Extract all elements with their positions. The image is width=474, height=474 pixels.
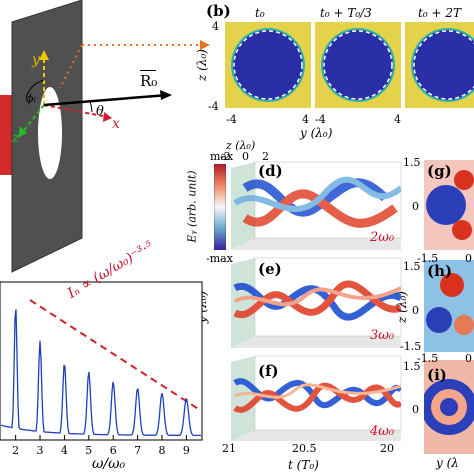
panel-d-top-tick-2: 0 xyxy=(242,150,249,163)
colorbar xyxy=(214,164,226,250)
panel-d-harmonic: 2ω₀ xyxy=(370,230,395,245)
x-tick-label-3: 3 xyxy=(37,444,44,457)
colorbar-min: -max xyxy=(206,252,233,265)
panel-b-xtick-4: 4 xyxy=(394,113,401,126)
x-tick-label-9: 9 xyxy=(183,444,190,457)
spiral-panel-e xyxy=(231,257,402,348)
label-phi: ϕₗ xyxy=(26,92,37,105)
panel-i-xlabel: y (λ xyxy=(436,456,459,470)
panel-d-letter: (d) xyxy=(258,162,283,180)
label-z-axis: z xyxy=(12,130,20,146)
colorbar-max: max xyxy=(210,150,234,163)
panel-f-xtick-1: 21 xyxy=(222,442,236,455)
r0-vector-bar xyxy=(140,70,156,71)
panel-b-xlabel: y (λ₀) xyxy=(300,126,333,140)
panel-a-sketch xyxy=(0,0,210,273)
r0-vector xyxy=(43,93,169,107)
panel-b-xtick-2: 4 xyxy=(302,113,309,126)
panel-b-ytick-bot: -4 xyxy=(208,100,219,113)
panel-f-letter: (f) xyxy=(258,362,279,380)
panel-c-xlabel: ω/ω₀ xyxy=(92,456,126,472)
label-y-axis: y xyxy=(32,52,40,68)
panel-h-xtick-2: 0 xyxy=(465,352,472,365)
panel-e-letter: (e) xyxy=(258,260,282,278)
panel-h-ytick-bot: -1.5 xyxy=(400,340,422,353)
x-tick-label-4: 4 xyxy=(61,444,68,457)
x-axis-arrow xyxy=(43,104,109,118)
panel-f-xlabel: t (T₀) xyxy=(288,458,319,472)
laser-beam xyxy=(0,95,14,175)
z-axis-arrow xyxy=(21,104,45,134)
panel-b-ytick-top: 4 xyxy=(212,20,219,33)
panel-b-time-1: t₀ xyxy=(255,6,265,20)
spiral-panel-d xyxy=(231,161,402,250)
spiral-panels xyxy=(231,161,402,441)
density-plot-3 xyxy=(405,22,474,108)
panel-h-ytick-top: 1.5 xyxy=(403,260,421,273)
panel-f-harmonic: 4ω₀ xyxy=(370,424,395,439)
panel-h-ylabel: z (λ₀) xyxy=(394,291,409,323)
label-theta: θ xyxy=(96,104,104,119)
panel-d-top-tick-1: -2 xyxy=(220,150,231,163)
density-plot-2 xyxy=(315,22,401,108)
x-tick-label-6: 6 xyxy=(110,444,117,457)
spectrum-line xyxy=(0,309,201,437)
panel-b-letter: (b) xyxy=(206,2,231,20)
panel-h-ytick-mid: 0 xyxy=(412,304,419,317)
panel-h-letter: (h) xyxy=(427,262,453,280)
x-tick-label-2: 2 xyxy=(12,444,19,457)
colorbar-title: Eᵧ (arb. unit) xyxy=(185,170,199,243)
chart-frame xyxy=(0,281,203,441)
x-tick-label-5: 5 xyxy=(85,444,92,457)
panel-g-letter: (g) xyxy=(427,162,452,180)
label-x-axis: x xyxy=(112,116,120,132)
density-plot-1 xyxy=(225,22,311,108)
trend-line xyxy=(29,299,201,411)
panel-g-xtick-1: -1.5 xyxy=(417,252,439,265)
panel-i-letter: (i) xyxy=(427,366,447,384)
panel-h-xtick-1: -1.5 xyxy=(417,352,439,365)
x-tick-label-8: 8 xyxy=(158,444,165,457)
panel-b-time-3: t₀ + 2T xyxy=(418,6,461,20)
panel-d-top-label: z (λ₀) xyxy=(226,139,256,152)
panel-f-xtick-3: 20 xyxy=(380,442,394,455)
panel-b-xtick-1: -4 xyxy=(226,113,237,126)
panel-i-ytick-mid: 0 xyxy=(412,403,419,416)
panel-f-xtick-2: 20.5 xyxy=(292,442,317,455)
panel-e-harmonic: 3ω₀ xyxy=(370,328,395,343)
panel-i-ytick-top: 1.5 xyxy=(403,360,421,373)
panel-b-xtick-3: -4 xyxy=(315,113,326,126)
panel-g-ytick-top: 1.5 xyxy=(403,156,421,169)
panel-b-plots xyxy=(225,22,474,108)
panel-b-ylabel: z (λ₀) xyxy=(194,49,209,81)
panel-g-ytick-mid: 0 xyxy=(412,200,419,213)
spiral-panel-f xyxy=(231,355,402,441)
label-r0: R₀ xyxy=(140,72,158,90)
target-hole xyxy=(38,87,62,179)
panel-b-time-2: t₀ + T₀/3 xyxy=(320,6,372,20)
panel-d-top-tick-3: 2 xyxy=(262,150,269,163)
panel-g-xtick-2: 0 xyxy=(465,252,472,265)
x-tick-label-7: 7 xyxy=(134,444,141,457)
panel-c-chart: 2 3 4 5 6 7 8 9 xyxy=(0,281,203,457)
field-maps xyxy=(424,160,474,454)
